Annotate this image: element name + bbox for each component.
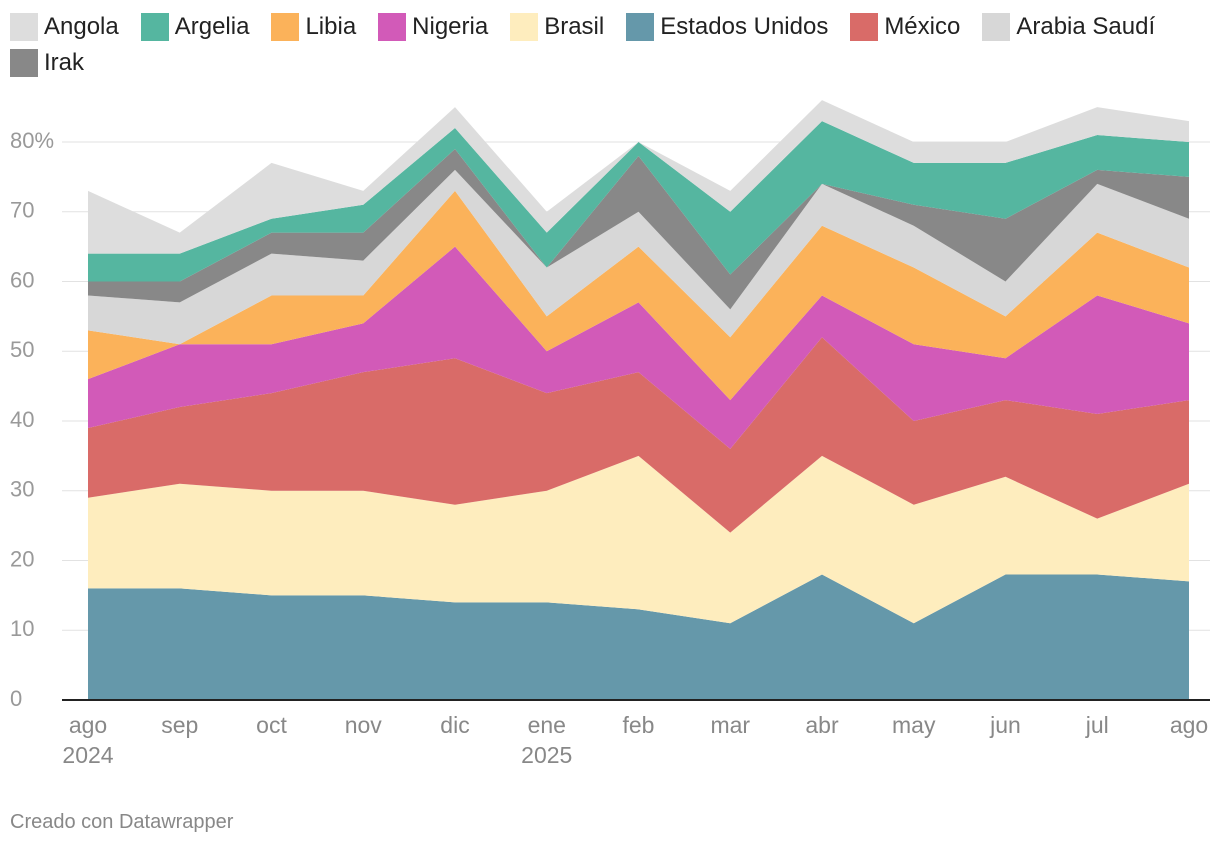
- legend-swatch: [271, 13, 300, 41]
- x-tick-label: feb: [622, 712, 655, 738]
- legend-label: México: [884, 13, 961, 40]
- x-tick-label: sep: [161, 712, 199, 738]
- area: [88, 574, 1189, 700]
- legend-label: Arabia Saudí: [1016, 13, 1156, 40]
- y-tick-label: 50: [10, 337, 34, 362]
- x-tick-label: mar: [710, 712, 751, 738]
- legend-label: Argelia: [174, 13, 250, 40]
- legend-item: Irak: [10, 48, 84, 78]
- legend-label: Angola: [44, 13, 119, 40]
- legend-swatch: [626, 13, 655, 41]
- area: [88, 246, 1189, 449]
- legend-swatch: [10, 49, 38, 77]
- area: [88, 169, 1189, 345]
- legend-label: Brasil: [544, 13, 605, 40]
- legend-swatch: [378, 13, 407, 41]
- x-tick-label: oct: [256, 712, 287, 738]
- legend-item: Arabia Saudí: [982, 12, 1155, 42]
- legend-label: Estados Unidos: [660, 13, 829, 40]
- x-tick-label: ago: [1169, 712, 1209, 738]
- y-tick-label: 70: [10, 198, 34, 223]
- y-tick-label: 0: [10, 686, 22, 711]
- area: [88, 100, 1189, 254]
- legend-item: Libia: [271, 12, 356, 42]
- area: [88, 190, 1189, 401]
- legend-label: Irak: [44, 49, 85, 76]
- area: [88, 121, 1189, 282]
- credit: Creado con Datawrapper: [10, 811, 234, 833]
- x-tick-label: nov: [344, 712, 382, 738]
- y-tick-label: 30: [10, 477, 34, 502]
- y-tick-label: 10: [10, 616, 34, 641]
- x-tick-label: jun: [990, 712, 1021, 738]
- y-tick-label: 60: [10, 267, 34, 292]
- area: [88, 455, 1189, 624]
- x-tick-label: may: [892, 712, 936, 738]
- legend-item: Argelia: [140, 12, 250, 42]
- area: [88, 148, 1189, 310]
- legend-item: Angola: [10, 12, 119, 42]
- x-tick-label: abr: [805, 712, 839, 738]
- legend-item: Nigeria: [378, 12, 488, 42]
- x-tick-label: ene 2025: [521, 712, 573, 768]
- x-tick-label: ago 2024: [62, 712, 114, 768]
- legend-swatch: [510, 13, 539, 41]
- y-tick-label: 20: [10, 546, 34, 571]
- legend-item: Estados Unidos: [626, 12, 828, 42]
- legend-swatch: [140, 13, 169, 41]
- y-tick-label: 40: [10, 407, 34, 432]
- legend-swatch: [982, 13, 1011, 41]
- legend-label: Nigeria: [412, 13, 489, 40]
- y-tick-label: 80%: [10, 128, 54, 153]
- legend-swatch: [850, 13, 879, 41]
- area: [88, 337, 1189, 533]
- legend: Angola Argelia Libia Nigeria Brasil Estados U…: [10, 12, 1210, 78]
- x-tick-label: dic: [440, 712, 470, 738]
- legend-item: México: [850, 12, 960, 42]
- legend-label: Libia: [305, 13, 357, 40]
- x-tick-label: jul: [1085, 712, 1109, 738]
- legend-item: Brasil: [510, 12, 604, 42]
- legend-swatch: [10, 13, 38, 41]
